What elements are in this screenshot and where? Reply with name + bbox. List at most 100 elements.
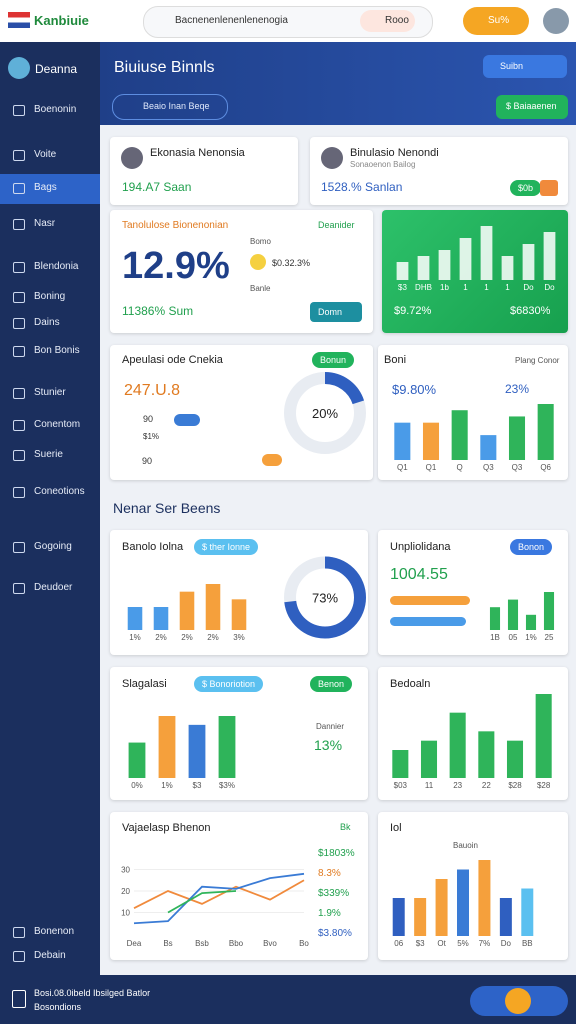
bar-label: DHB: [415, 283, 432, 292]
label: Dannier: [316, 722, 345, 731]
row-value: $1%: [143, 432, 160, 441]
sidebar-icon: [13, 927, 25, 938]
bar-label: Do: [523, 283, 534, 292]
bar-label: Q1: [397, 463, 408, 472]
card-value: 11386% Sum: [122, 304, 194, 318]
bar: [506, 740, 524, 778]
card-value: $9.72%: [394, 305, 432, 317]
value-list: $1803% 8.3% $339% 1.9% $3.80%: [318, 848, 355, 948]
sidebar-icon: [13, 450, 25, 461]
sidebar-item[interactable]: Conentom: [34, 419, 81, 430]
donut: 73%: [284, 556, 366, 639]
sidebar-item[interactable]: Coneotions: [34, 486, 85, 497]
sidebar-icon: [13, 150, 25, 161]
sidebar-item[interactable]: Bags: [34, 182, 57, 193]
bar-label: Q1: [426, 463, 437, 472]
list-value: $1803%: [318, 848, 355, 859]
chip[interactable]: Bonun: [312, 352, 355, 368]
sidebar-item[interactable]: Dains: [34, 317, 60, 328]
progress: [390, 596, 470, 605]
avatar[interactable]: [543, 8, 569, 34]
label: $0.32.3%: [272, 258, 311, 268]
top-button[interactable]: [463, 7, 529, 35]
chip[interactable]: [360, 10, 415, 32]
bar-label: 1%: [161, 781, 173, 790]
sidebar-item[interactable]: Gogoing: [34, 541, 72, 552]
chip[interactable]: $ Bonoriotion: [194, 676, 264, 692]
filter[interactable]: [112, 94, 228, 120]
chip-icon: [540, 180, 558, 196]
button[interactable]: [310, 302, 362, 322]
sidebar-item[interactable]: Deudoer: [34, 582, 73, 593]
sidebar-item[interactable]: Boning: [34, 291, 66, 302]
bar: [158, 716, 176, 778]
bar-label: 1: [505, 283, 510, 292]
bar-label: 5%: [457, 939, 469, 948]
bar: [521, 888, 534, 936]
footer-action[interactable]: [505, 988, 531, 1014]
chip[interactable]: $ ther Ionne: [194, 539, 259, 555]
card-tag: Deanider: [318, 220, 355, 230]
sidebar-item[interactable]: Stunier: [34, 387, 66, 398]
card-tag: Bk: [340, 822, 351, 832]
sidebar-item[interactable]: Voite: [34, 149, 57, 160]
header-action[interactable]: [496, 95, 568, 119]
bar-label: 05: [509, 633, 518, 642]
card-title: Iol: [390, 822, 402, 834]
sidebar-item[interactable]: Blendonia: [34, 261, 79, 272]
bar-label: $03: [394, 781, 408, 790]
chip[interactable]: Bonon: [510, 539, 553, 555]
line: [167, 890, 237, 914]
card-title: Binulasio Nenondi: [350, 147, 439, 159]
bar: [396, 262, 409, 280]
bar: [422, 422, 440, 460]
bar: [451, 410, 468, 460]
chip[interactable]: $0b: [510, 180, 542, 196]
pill: [262, 454, 282, 466]
sidebar-icon: [13, 292, 25, 303]
sidebar-icon: [13, 951, 25, 962]
header-action-text: $ Baiaaenen: [506, 101, 557, 111]
bar-label: Ot: [437, 939, 446, 948]
bar-label: Q: [457, 463, 463, 472]
bar: [417, 256, 430, 280]
bar: [478, 731, 495, 778]
sidebar-item[interactable]: Bonenon: [34, 926, 75, 937]
sidebar-item[interactable]: Boenonin: [34, 104, 77, 115]
bar-label: $3: [416, 939, 425, 948]
sidebar-item[interactable]: Debain: [34, 950, 66, 961]
bar: [489, 607, 501, 630]
line-chart: 10 20 30 Dea Bs Bsb Bbo Bvo Bo: [121, 866, 309, 949]
bar-chart: 1% 2% 2% 2% 3%: [127, 584, 247, 642]
card-value: $6830%: [510, 305, 551, 317]
bar: [449, 712, 466, 778]
bar-label: 2%: [155, 633, 167, 642]
bar-label: Q3: [512, 463, 523, 472]
list-value: 8.3%: [318, 868, 341, 879]
bar-label: BB: [522, 939, 533, 948]
bar-label: 22: [482, 781, 491, 790]
bar-chart: Q1 Q1 Q Q3 Q3 Q6: [394, 404, 554, 472]
bar: [537, 404, 554, 460]
card-title: Slagalasi: [122, 678, 167, 690]
bar-label: $3: [193, 781, 202, 790]
card-value: 13%: [314, 737, 343, 753]
header-badge[interactable]: [483, 55, 567, 78]
bar-chart: 1B 05 1% 25: [489, 592, 555, 642]
chip[interactable]: Benon: [310, 676, 353, 692]
sidebar-item[interactable]: Bon Bonis: [34, 345, 80, 356]
bar-label: 1: [463, 283, 468, 292]
x-tick-label: Bsb: [195, 939, 209, 948]
sidebar-item[interactable]: Nasr: [34, 218, 56, 229]
bar-label: 1b: [440, 283, 449, 292]
card-title: Boni: [384, 354, 407, 366]
bar-label: Q3: [483, 463, 494, 472]
user-avatar: [8, 57, 30, 79]
bar-label: 1%: [129, 633, 141, 642]
bar: [392, 750, 409, 778]
sidebar-item[interactable]: Suerie: [34, 449, 63, 460]
bar-label: 1B: [490, 633, 500, 642]
pill: [174, 414, 200, 426]
card-value: 247.U.8: [124, 382, 181, 399]
